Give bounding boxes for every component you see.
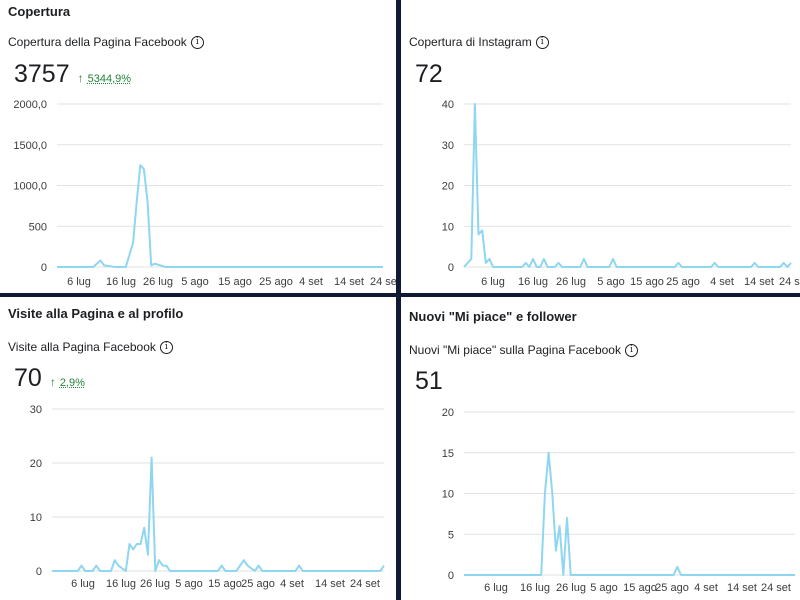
info-circle-icon[interactable]: i [190,35,204,49]
y-tick-label: 10 [442,221,454,233]
y-tick-label: 10 [30,512,42,524]
y-tick-label: 30 [30,404,42,416]
metric-row: 51 [415,367,443,396]
chart-title-text: Copertura della Pagina Facebook [8,35,187,49]
x-tick-label: 4 set [299,276,323,288]
x-tick-label: 14 set [744,276,774,288]
section-title: Nuovi "Mi piace" e follower [409,309,577,324]
panel-new-likes: Nuovi "Mi piace" e follower Nuovi "Mi pi… [401,297,800,600]
panel-page-visits: Visite alla Pagina e al profilo Visite a… [0,297,396,600]
series-line[interactable] [464,451,795,576]
x-tick-label: 26 lug [140,578,170,590]
x-tick-label: 24 set [779,276,800,288]
x-tick-label: 26 lug [556,276,586,288]
x-tick-label: 5 ago [181,276,209,288]
change-percent[interactable]: 5344,9% [87,73,132,85]
change-percent[interactable]: 2,9% [59,377,85,389]
metric-value: 51 [415,367,443,395]
x-tick-label: 5 ago [597,276,625,288]
y-tick-label: 10 [442,489,454,501]
chart-instagram-reach: 0 10 20 30 40 6 lug 16 lug 26 lug 5 ago 15 ago 25 … [442,99,800,288]
y-tick-label: 20 [442,407,454,419]
panel-instagram-reach: Copertura di Instagram i 72 0 10 20 30 40 6 l… [401,0,800,293]
chart-title: Nuovi "Mi piace" sulla Pagina Facebook i [409,343,638,357]
x-tick-label: 16 lug [106,578,136,590]
panel-facebook-reach: Copertura Copertura della Pagina Faceboo… [0,0,396,293]
info-circle-icon[interactable]: i [535,35,549,49]
x-tick-label: 6 lug [71,578,95,590]
x-tick-label: 16 lug [106,276,136,288]
metric-value: 3757 [14,60,70,88]
y-tick-label: 0 [36,566,42,578]
section-title: Copertura [8,4,71,19]
x-tick-label: 25 ago [666,276,700,288]
x-tick-label: 15 ago [623,582,657,594]
x-tick-label: 5 ago [175,578,203,590]
x-tick-label: 16 lug [520,582,550,594]
info-circle-icon[interactable]: i [624,343,638,357]
y-tick-label: 20 [30,458,42,470]
chart-page-visits: 0 10 20 30 6 lug 16 lug 26 lug 5 ago 15 ago 25 ag… [30,404,385,590]
x-tick-label: 15 ago [218,276,252,288]
metric-value: 72 [415,60,443,88]
chart-title-text: Visite alla Pagina Facebook [8,340,156,354]
y-tick-label: 1500,0 [13,140,47,152]
y-tick-label: 0 [41,262,47,274]
x-tick-label: 16 lug [518,276,548,288]
x-tick-label: 25 ago [655,582,689,594]
x-tick-label: 25 ago [259,276,293,288]
y-tick-label: 0 [448,262,454,274]
y-tick-label: 5 [448,529,454,541]
x-tick-label: 24 set [370,276,396,288]
arrow-up-icon: ↑ [49,375,56,389]
y-tick-label: 0 [448,570,454,582]
y-tick-label: 20 [442,181,454,193]
series-line[interactable] [57,164,383,268]
chart-title: Copertura di Instagram i [409,35,549,49]
x-tick-label: 26 lug [143,276,173,288]
y-tick-label: 15 [442,448,454,460]
x-tick-label: 25 ago [241,578,275,590]
info-circle-icon[interactable]: i [159,340,173,354]
chart-facebook-reach: 0 500 1000,0 1500,0 2000,0 6 lug 16 lug 26 lug 5… [13,99,396,288]
metric-row: 70 ↑ 2,9% [14,364,85,393]
chart-title-text: Nuovi "Mi piace" sulla Pagina Facebook [409,343,621,357]
arrow-up-icon: ↑ [77,71,84,85]
chart-title: Copertura della Pagina Facebook i [8,35,204,49]
x-tick-label: 6 lug [481,276,505,288]
y-tick-label: 500 [29,221,47,233]
metric-row: 72 [415,60,443,89]
x-tick-label: 5 ago [590,582,618,594]
x-tick-label: 26 lug [556,582,586,594]
x-tick-label: 4 set [280,578,304,590]
y-tick-label: 40 [442,99,454,111]
x-tick-label: 6 lug [484,582,508,594]
y-tick-label: 30 [442,140,454,152]
x-tick-label: 15 ago [208,578,242,590]
x-tick-label: 14 set [315,578,345,590]
x-tick-label: 14 set [334,276,364,288]
change-indicator: ↑ 2,9% [50,375,85,389]
series-line[interactable] [463,103,792,268]
metric-row: 3757 ↑ 5344,9% [14,60,131,89]
x-tick-label: 4 set [694,582,718,594]
section-title: Visite alla Pagina e al profilo [8,306,184,321]
change-indicator: ↑ 5344,9% [78,71,131,85]
series-line[interactable] [52,456,385,572]
chart-title-text: Copertura di Instagram [409,35,532,49]
chart-title: Visite alla Pagina Facebook i [8,340,173,354]
x-tick-label: 24 set [761,582,791,594]
x-tick-label: 15 ago [630,276,664,288]
y-tick-label: 2000,0 [13,99,47,111]
y-tick-label: 1000,0 [13,181,47,193]
x-tick-label: 4 set [710,276,734,288]
x-tick-label: 24 set [350,578,380,590]
x-tick-label: 6 lug [67,276,91,288]
metric-value: 70 [14,364,42,392]
x-tick-label: 14 set [727,582,757,594]
